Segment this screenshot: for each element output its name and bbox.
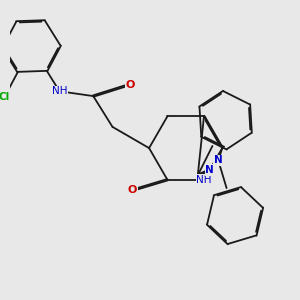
Text: Cl: Cl [0,92,10,102]
Text: N: N [214,155,223,165]
Text: O: O [128,185,137,195]
Text: N: N [205,165,214,175]
Text: O: O [125,80,134,89]
Text: NH: NH [52,86,67,96]
Text: NH: NH [196,175,212,185]
